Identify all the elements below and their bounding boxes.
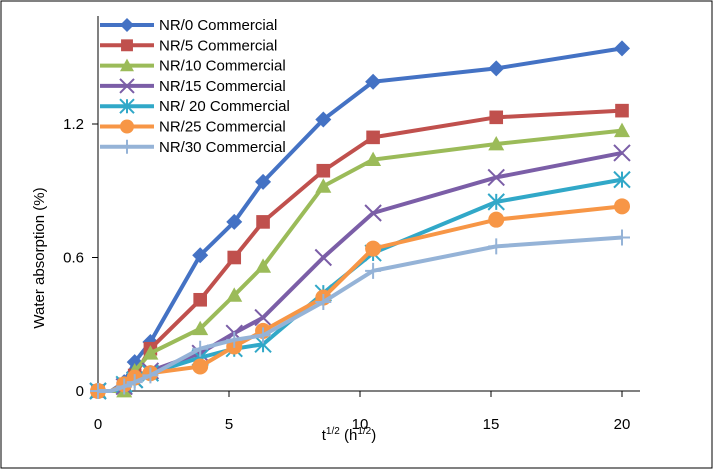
data-point — [90, 383, 106, 399]
axes — [97, 16, 640, 392]
legend: NR/0 Commercial NR/5 Commercial NR/10 Comm… — [100, 17, 290, 156]
data-point — [226, 213, 243, 230]
series-7 — [90, 229, 630, 399]
data-point — [613, 170, 631, 189]
x-tick-label: 10 — [352, 416, 369, 433]
y-ticks: 0 0.6 1.2 — [63, 116, 98, 400]
x-ticks: 0 5 10 15 20 — [94, 391, 631, 433]
data-point — [614, 229, 630, 246]
x-axis-title-base: t — [322, 427, 327, 444]
data-point — [255, 173, 272, 190]
legend-label: NR/30 Commercial — [159, 139, 286, 156]
x-axis-title-sup2: 1/2 — [357, 426, 371, 437]
data-point — [315, 294, 332, 310]
data-point — [192, 320, 209, 336]
data-point — [489, 110, 504, 125]
data-point — [487, 193, 505, 211]
data-point — [192, 340, 209, 357]
legend-item: NR/30 Commercial — [100, 139, 286, 156]
x-tick-label: 0 — [94, 416, 102, 433]
legend-swatch-marker — [119, 78, 135, 94]
legend-label: NR/10 Commercial — [159, 58, 286, 75]
data-point — [226, 287, 243, 302]
data-point — [254, 308, 272, 327]
data-point — [365, 73, 382, 90]
legend-swatch-marker — [119, 98, 135, 114]
legend-item: NR/25 Commercial — [100, 119, 286, 136]
data-point — [365, 240, 382, 257]
legend-swatch-marker — [120, 18, 134, 32]
data-point — [364, 204, 382, 222]
data-point — [316, 163, 331, 178]
data-point — [613, 144, 631, 162]
data-point — [488, 211, 505, 228]
data-point — [614, 40, 630, 57]
data-point — [193, 292, 207, 307]
data-point — [255, 258, 272, 273]
data-point — [192, 358, 209, 375]
x-tick-label: 5 — [225, 416, 233, 433]
legend-item: NR/5 Commercial — [100, 37, 277, 54]
data-point — [488, 60, 505, 77]
legend-label: NR/ 20 Commercial — [159, 98, 290, 115]
y-tick-label: 0 — [76, 383, 84, 400]
legend-swatch-marker — [121, 39, 133, 52]
data-point — [226, 331, 243, 348]
legend-item: NR/ 20 Commercial — [100, 98, 290, 115]
x-axis-title: t1/2 (h1/2) — [322, 426, 377, 444]
data-point — [365, 151, 382, 166]
data-point — [227, 250, 242, 265]
data-point — [614, 198, 630, 215]
x-axis-title-mid: (h — [340, 427, 358, 444]
data-point — [488, 136, 505, 151]
legend-item: NR/15 Commercial — [100, 78, 286, 95]
x-axis-title-end: ) — [371, 427, 376, 444]
x-axis-title-sup1: 1/2 — [326, 426, 340, 437]
data-point — [116, 378, 133, 395]
data-point — [142, 367, 159, 384]
legend-label: NR/15 Commercial — [159, 78, 286, 95]
y-tick-label: 0.6 — [63, 250, 84, 267]
legend-label: NR/5 Commercial — [159, 37, 277, 54]
series-layer — [89, 40, 631, 400]
y-axis-title: Water absorption (%) — [31, 187, 48, 328]
data-point — [255, 327, 272, 344]
data-point — [366, 130, 380, 145]
x-tick-label: 20 — [614, 416, 631, 433]
legend-swatch-marker — [120, 119, 134, 134]
data-point — [142, 345, 159, 360]
x-tick-label: 15 — [483, 416, 500, 433]
legend-swatch-marker — [120, 58, 134, 72]
data-point — [314, 248, 333, 267]
data-point — [256, 215, 270, 229]
legend-swatch-marker — [120, 139, 134, 154]
data-point — [126, 374, 143, 391]
data-point — [192, 247, 209, 264]
data-point — [488, 238, 505, 255]
data-point — [614, 122, 630, 138]
data-point — [365, 262, 382, 279]
legend-item: NR/0 Commercial — [100, 17, 277, 34]
legend-item: NR/10 Commercial — [100, 58, 286, 75]
data-point — [487, 168, 505, 187]
data-point — [315, 111, 332, 128]
data-point — [315, 178, 332, 193]
legend-label: NR/0 Commercial — [159, 17, 277, 34]
data-point — [615, 103, 629, 118]
legend-label: NR/25 Commercial — [159, 119, 286, 136]
y-tick-label: 1.2 — [63, 116, 84, 133]
